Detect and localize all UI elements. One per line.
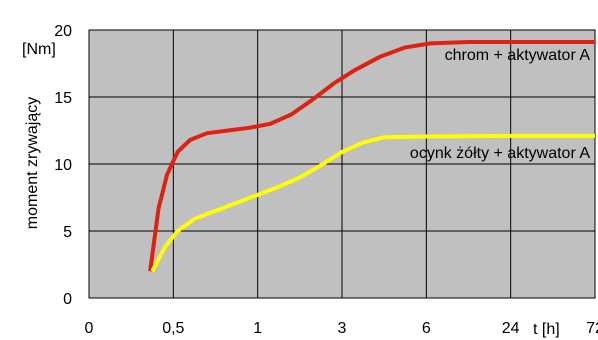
x-tick-label: 0,5 — [162, 320, 184, 337]
y-tick-label: 0 — [63, 291, 72, 308]
grid-lines — [89, 30, 595, 298]
series-line-1 — [148, 40, 595, 272]
x-tick-label: 72 — [586, 320, 598, 337]
y-tick-label: 15 — [54, 90, 72, 107]
y-tick-label: 20 — [54, 23, 72, 40]
x-tick-label: 24 — [502, 320, 520, 337]
series-line-2 — [150, 133, 595, 273]
labels-layer: 0 5 10 15 20 0 0,5 1 3 6 24 72 chrom + aktywator A oc… — [54, 23, 598, 337]
x-tick-label: 6 — [422, 320, 431, 337]
series-layer — [148, 40, 595, 273]
y-tick-label: 5 — [63, 224, 72, 241]
x-tick-label: 0 — [85, 320, 94, 337]
y-axis-title: moment zrywający — [24, 97, 41, 229]
series-label-2: ocynk żółty + aktywator A — [410, 145, 590, 162]
x-axis-title: t [h] — [533, 321, 560, 338]
y-tick-label: 10 — [54, 157, 72, 174]
x-tick-label: 1 — [253, 320, 262, 337]
x-tick-label: 3 — [338, 320, 347, 337]
series-label-1: chrom + aktywator A — [445, 47, 591, 64]
y-unit-label: [Nm] — [22, 41, 56, 58]
